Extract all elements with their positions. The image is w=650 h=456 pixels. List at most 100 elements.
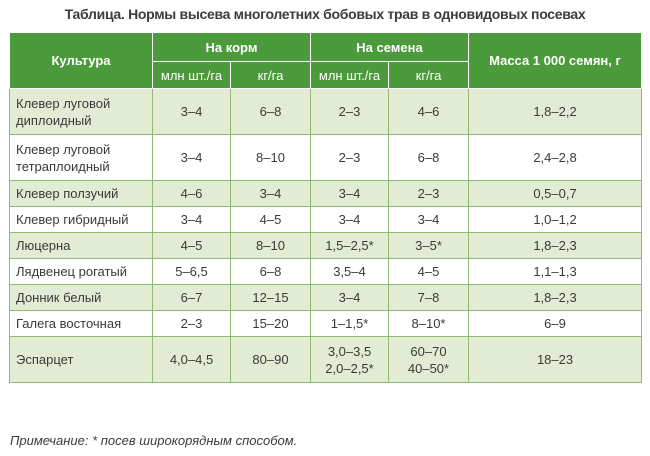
- cell-seed-mln: 2–3: [310, 134, 389, 181]
- cell-crop: Лядвенец рогатый: [9, 258, 153, 285]
- cell-seed-mln: 3–4: [310, 284, 389, 311]
- cell-crop: Эспарцет: [9, 336, 153, 383]
- table-row: Донник белый 6–7 12–15 3–4 7–8 1,8–2,3: [9, 284, 643, 311]
- cell-seed-mln: 3,0–3,5 2,0–2,5*: [310, 336, 389, 383]
- cell-seed-mln: 1–1,5*: [310, 310, 389, 337]
- cell-feed-mln: 4,0–4,5: [152, 336, 231, 383]
- cell-mass: 1,8–2,3: [468, 232, 643, 259]
- cell-seed-kg: 4–5: [387, 258, 470, 285]
- cell-seed-mln: 3–4: [310, 180, 389, 207]
- header-row-sub: млн шт./га кг/га млн шт./га кг/га: [10, 61, 642, 89]
- header-seed-mln: млн шт./га: [310, 61, 389, 89]
- cell-crop: Донник белый: [9, 284, 153, 311]
- cell-mass: 2,4–2,8: [468, 134, 643, 181]
- cell-feed-kg: 8–10: [230, 134, 311, 181]
- cell-seed-kg-line: 4–6: [417, 104, 440, 119]
- table-row: Галега восточная 2–3 15–20 1–1,5* 8–10* 6–9: [9, 310, 643, 337]
- table-title: Таблица. Нормы высева многолетних бобовы…: [64, 6, 586, 22]
- table-body: Клевер луговой диплоидный 3–4 6–8 2–3 4–6 1,8–…: [9, 88, 643, 383]
- header-feed-kg: кг/га: [230, 61, 311, 89]
- cell-crop: Клевер гибридный: [9, 206, 153, 233]
- cell-seed-mln: 3,5–4: [310, 258, 389, 285]
- cell-feed-mln: 3–4: [152, 134, 231, 181]
- header-crop: Культура: [9, 32, 153, 89]
- cell-seed-kg: 8–10*: [387, 310, 470, 337]
- table-row: Клевер ползучий 4–6 3–4 3–4 2–3 0,5–0,7: [9, 180, 643, 207]
- header-row-main: Культура На корм На семена Масса 1 000 с…: [9, 32, 643, 89]
- cell-seed-kg-line: 6–8: [417, 150, 440, 165]
- cell-seed-mln: 2–3: [310, 88, 389, 135]
- table-row: Клевер луговой диплоидный 3–4 6–8 2–3 4–6 1,8–…: [9, 88, 643, 135]
- cell-mass: 1,8–2,3: [468, 284, 643, 311]
- cell-crop-line: Галега восточная: [16, 316, 122, 331]
- cell-crop-line: Клевер луговой: [16, 95, 111, 111]
- cell-crop-line: тетраплоидный: [16, 158, 110, 174]
- header-feed: На корм: [152, 32, 311, 62]
- cell-crop: Клевер ползучий: [9, 180, 153, 207]
- table-row: Эспарцет 4,0–4,5 80–90 3,0–3,5 2,0–2,5* 60–70…: [9, 336, 643, 383]
- cell-seed-kg: 60–70 40–50*: [387, 336, 470, 383]
- cell-seed-mln-line: 3,5–4: [333, 264, 366, 279]
- cell-seed-kg-line: 60–70: [410, 343, 447, 359]
- cell-seed-kg-line: 3–5*: [415, 238, 442, 253]
- cell-seed-kg: 3–5*: [387, 232, 470, 259]
- cell-feed-mln: 4–6: [152, 180, 231, 207]
- cell-mass: 1,0–1,2: [468, 206, 643, 233]
- cell-feed-mln: 2–3: [152, 310, 231, 337]
- cell-seed-mln-line: 2–3: [338, 104, 361, 119]
- cell-seed-mln-line: 1–1,5*: [330, 316, 369, 331]
- cell-seed-kg-line: 3–4: [417, 212, 440, 227]
- cell-feed-kg: 8–10: [230, 232, 311, 259]
- cell-feed-mln: 3–4: [152, 206, 231, 233]
- table-row: Люцерна 4–5 8–10 1,5–2,5* 3–5* 1,8–2,3: [9, 232, 643, 259]
- cell-feed-mln: 3–4: [152, 88, 231, 135]
- cell-seed-kg-line: 40–50*: [407, 360, 450, 376]
- cell-mass: 6–9: [468, 310, 643, 337]
- cell-seed-kg-line: 2–3: [417, 186, 440, 201]
- cell-seed-mln-line: 3–4: [338, 290, 361, 305]
- cell-mass: 0,5–0,7: [468, 180, 643, 207]
- cell-seed-kg: 3–4: [387, 206, 470, 233]
- cell-seed-kg-line: 7–8: [417, 290, 440, 305]
- cell-mass: 1,8–2,2: [468, 88, 643, 135]
- cell-crop-line: Клевер ползучий: [16, 186, 119, 201]
- footnote: Примечание: * посев широкорядным способо…: [10, 433, 298, 448]
- cell-crop-line: Люцерна: [16, 238, 71, 253]
- cell-seed-kg: 6–8: [387, 134, 470, 181]
- cell-seed-mln-line: 1,5–2,5*: [325, 238, 374, 253]
- cell-seed-mln-line: 2–3: [338, 150, 361, 165]
- header-seed-kg: кг/га: [387, 61, 470, 89]
- cell-feed-kg: 15–20: [230, 310, 311, 337]
- header-mass: Масса 1 000 семян, г: [468, 32, 643, 89]
- table-row: Клевер луговой тетраплоидный 3–4 8–10 2–3 6–8…: [9, 134, 643, 181]
- cell-seed-mln-line: 3–4: [338, 212, 361, 227]
- seeding-rates-table: Культура На корм На семена Масса 1 000 с…: [9, 32, 643, 383]
- table-row: Клевер гибридный 3–4 4–5 3–4 3–4 1,0–1,2: [9, 206, 643, 233]
- cell-crop: Галега восточная: [9, 310, 153, 337]
- cell-feed-mln: 6–7: [152, 284, 231, 311]
- cell-crop-line: диплоидный: [16, 112, 92, 128]
- cell-mass: 18–23: [468, 336, 643, 383]
- table-row: Лядвенец рогатый 5–6,5 6–8 3,5–4 4–5 1,1–1,3: [9, 258, 643, 285]
- cell-seed-mln-line: 3,0–3,5: [327, 343, 372, 359]
- cell-mass: 1,1–1,3: [468, 258, 643, 285]
- cell-seed-kg-line: 8–10*: [411, 316, 446, 331]
- header-seeds: На семена: [309, 32, 470, 62]
- cell-crop-line: Клевер луговой: [16, 141, 111, 157]
- cell-crop-line: Клевер гибридный: [16, 212, 129, 227]
- cell-crop: Люцерна: [9, 232, 153, 259]
- cell-seed-mln: 1,5–2,5*: [310, 232, 389, 259]
- cell-crop-line: Эспарцет: [16, 352, 74, 367]
- cell-feed-kg: 6–8: [230, 258, 311, 285]
- cell-seed-mln-line: 2,0–2,5*: [325, 360, 374, 376]
- cell-seed-kg: 2–3: [387, 180, 470, 207]
- cell-seed-kg: 7–8: [387, 284, 470, 311]
- cell-feed-kg: 12–15: [230, 284, 311, 311]
- cell-crop: Клевер луговой диплоидный: [9, 88, 153, 135]
- cell-seed-mln: 3–4: [310, 206, 389, 233]
- cell-feed-kg: 4–5: [230, 206, 311, 233]
- cell-feed-mln: 4–5: [152, 232, 231, 259]
- cell-feed-kg: 80–90: [230, 336, 311, 383]
- cell-crop-line: Лядвенец рогатый: [16, 264, 128, 279]
